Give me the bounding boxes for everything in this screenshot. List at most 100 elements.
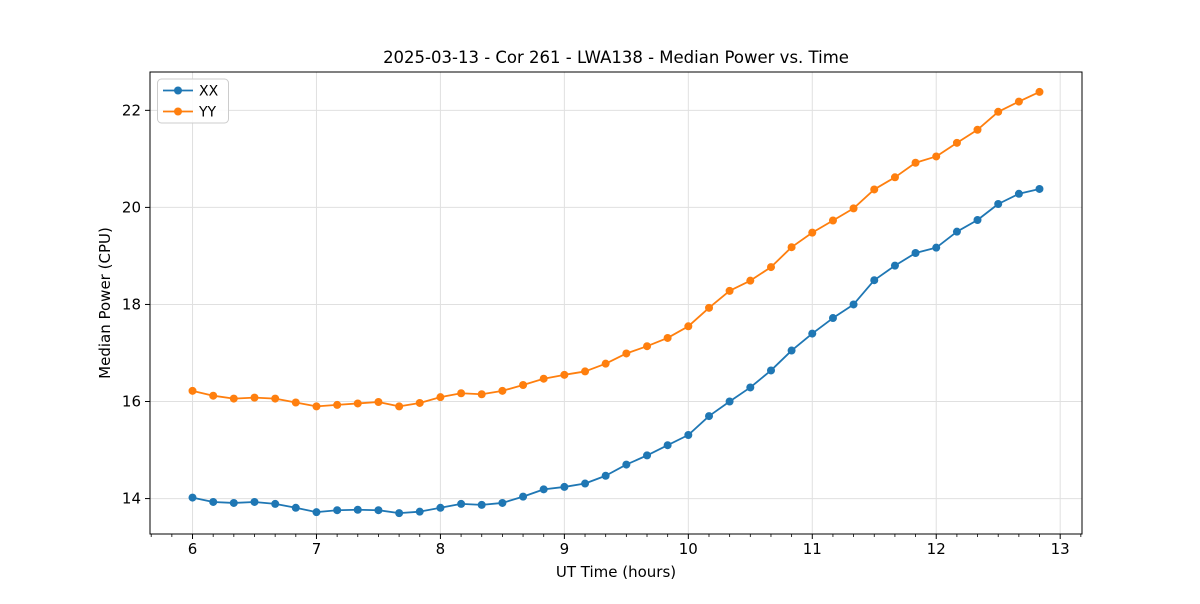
data-point	[911, 158, 920, 167]
data-point	[477, 390, 486, 399]
data-point	[725, 397, 734, 406]
data-point	[457, 389, 466, 398]
data-point	[952, 227, 961, 236]
data-point	[1014, 97, 1023, 106]
series-markers-XX	[188, 184, 1044, 518]
y-axis-label: Median Power (CPU)	[96, 227, 114, 379]
data-point	[333, 400, 342, 409]
data-point	[725, 286, 734, 295]
data-point	[395, 402, 404, 411]
data-point	[663, 441, 672, 450]
data-point	[994, 200, 1003, 208]
legend-marker-icon	[174, 86, 182, 95]
data-point	[250, 393, 259, 402]
data-point	[705, 303, 714, 312]
x-tick-label: 10	[679, 540, 698, 558]
legend-label: YY	[198, 105, 217, 121]
data-point	[828, 314, 837, 323]
series-markers-YY	[188, 87, 1044, 411]
x-axis-label: UT Time (hours)	[556, 563, 676, 581]
y-tick-label: 16	[122, 393, 141, 411]
data-point	[808, 228, 817, 237]
data-point	[519, 381, 528, 390]
data-point	[229, 394, 238, 403]
data-point	[333, 506, 342, 515]
data-point	[870, 185, 879, 194]
series	[188, 87, 1044, 518]
legend-marker-icon	[174, 107, 182, 116]
data-point	[353, 505, 362, 514]
y-tick-label: 20	[122, 198, 141, 216]
data-point	[415, 398, 424, 407]
data-point	[209, 497, 218, 506]
data-point	[436, 503, 445, 512]
data-point	[787, 243, 796, 252]
data-point	[209, 391, 218, 400]
data-point	[787, 346, 796, 355]
legend-label: XX	[199, 84, 219, 100]
data-point	[767, 263, 776, 272]
data-point	[622, 349, 631, 358]
data-point	[229, 498, 238, 507]
data-point	[808, 329, 817, 338]
x-tick-label: 11	[803, 540, 822, 558]
data-point	[415, 507, 424, 516]
data-point	[291, 503, 300, 512]
y-tick-label: 14	[122, 490, 141, 508]
data-point	[395, 509, 404, 518]
data-point	[973, 216, 982, 225]
data-point	[312, 508, 321, 517]
y-tick-label: 22	[122, 101, 141, 119]
data-point	[457, 499, 466, 508]
data-point	[973, 125, 982, 134]
chart-title: 2025-03-13 - Cor 261 - LWA138 - Median P…	[383, 48, 849, 67]
data-point	[684, 322, 693, 331]
data-point	[952, 138, 961, 147]
data-point	[890, 173, 899, 182]
data-point	[581, 479, 590, 488]
x-tick-label: 12	[927, 540, 946, 558]
data-point	[353, 399, 362, 408]
data-point	[601, 471, 610, 480]
data-point	[436, 393, 445, 402]
data-point	[911, 249, 920, 258]
y-tick-label: 18	[122, 295, 141, 313]
legend-item-XX: XX	[163, 84, 219, 100]
data-point	[932, 243, 941, 252]
data-point	[643, 342, 652, 351]
data-point	[374, 506, 383, 515]
data-point	[746, 276, 755, 285]
x-tick-label: 9	[560, 540, 570, 558]
legend-item-YY: YY	[163, 105, 217, 121]
data-point	[539, 374, 548, 383]
legend: XX YY	[157, 78, 229, 124]
data-point	[539, 485, 548, 494]
data-point	[684, 431, 693, 439]
data-point	[932, 152, 941, 161]
series-line-YY	[191, 90, 1041, 408]
data-point	[828, 216, 837, 225]
data-point	[746, 383, 755, 392]
data-point	[994, 107, 1003, 116]
data-point	[705, 412, 714, 421]
x-tick-label: 7	[312, 540, 322, 558]
data-point	[291, 398, 300, 407]
axes: 6 7 8 9 10 11 12 13 14 16 18 20 22	[122, 71, 1083, 558]
x-tick-label: 8	[436, 540, 446, 558]
data-point	[477, 500, 486, 509]
data-point	[250, 497, 259, 506]
data-point	[560, 370, 569, 379]
data-point	[188, 386, 197, 395]
data-point	[498, 498, 507, 507]
data-point	[601, 359, 610, 368]
gridlines	[150, 72, 1082, 534]
data-point	[1035, 184, 1044, 193]
data-point	[498, 386, 507, 395]
data-point	[849, 300, 858, 309]
data-point	[271, 499, 280, 508]
data-point	[271, 394, 280, 403]
plot-border	[149, 71, 1083, 535]
data-point	[622, 460, 631, 469]
